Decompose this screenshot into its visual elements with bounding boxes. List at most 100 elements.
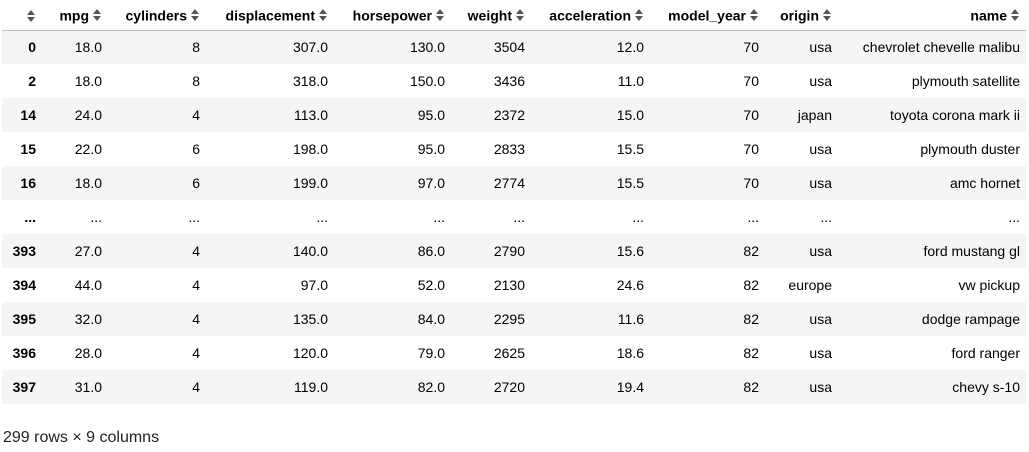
row-index: 2 xyxy=(28,73,36,89)
table-row: 394 44.0 4 97.0 52.0 2130 24.6 82 europe vw picku… xyxy=(2,268,1026,302)
table-cell: 24.6 xyxy=(616,277,644,293)
table-cell: 28.0 xyxy=(74,345,102,361)
table-cell: 84.0 xyxy=(417,311,445,327)
table-row: 14 24.0 4 113.0 95.0 2372 15.0 70 japan toyota co… xyxy=(2,98,1026,132)
sort-arrows-icon[interactable] xyxy=(191,9,200,22)
table-cell: ... xyxy=(90,209,102,225)
dataframe-table: mpg cylinders displacement horsepower we… xyxy=(2,0,1026,404)
sort-arrows-icon[interactable] xyxy=(27,10,36,23)
table-cell: 15.6 xyxy=(616,243,644,259)
column-header-model-year[interactable]: model_year xyxy=(650,0,765,31)
table-cell: 18.6 xyxy=(616,345,644,361)
sort-arrows-icon[interactable] xyxy=(635,9,644,22)
row-index: 0 xyxy=(28,39,36,56)
table-cell: 113.0 xyxy=(294,107,328,123)
table-row: .............................. xyxy=(2,200,1026,234)
table-cell: usa xyxy=(809,345,832,361)
index-header[interactable] xyxy=(2,0,42,31)
table-cell: 82 xyxy=(743,277,759,293)
table-cell: 82 xyxy=(743,345,759,361)
table-cell: 82 xyxy=(743,379,759,395)
table-cell: 95.0 xyxy=(417,107,445,123)
column-header-name[interactable]: name xyxy=(838,0,1026,31)
table-cell: 15.0 xyxy=(616,107,644,123)
table-cell: ... xyxy=(747,209,759,225)
table-cell: 4 xyxy=(192,243,200,259)
table-cell: usa xyxy=(809,175,832,191)
row-index: ... xyxy=(24,209,36,225)
table-cell: 70 xyxy=(743,141,759,157)
sort-arrows-icon[interactable] xyxy=(750,9,759,22)
table-cell: chevy s-10 xyxy=(952,379,1020,395)
column-header-label: origin xyxy=(780,7,819,24)
column-header-cylinders[interactable]: cylinders xyxy=(108,0,206,31)
table-header: mpg cylinders displacement horsepower we… xyxy=(2,0,1026,31)
table-cell: 150.0 xyxy=(409,73,445,89)
table-cell: 18.0 xyxy=(74,39,102,56)
table-cell: 70 xyxy=(743,39,759,56)
column-header-label: horsepower xyxy=(352,7,432,24)
table-cell: 3504 xyxy=(493,39,525,56)
row-index: 397 xyxy=(12,379,36,395)
table-cell: 44.0 xyxy=(74,277,102,293)
table-cell: 97.0 xyxy=(417,175,445,191)
table-cell: dodge rampage xyxy=(921,311,1020,327)
table-cell: 82 xyxy=(743,243,759,259)
table-cell: 32.0 xyxy=(74,311,102,327)
table-cell: chevrolet chevelle malibu xyxy=(862,39,1020,56)
column-header-horsepower[interactable]: horsepower xyxy=(334,0,451,31)
table-cell: 22.0 xyxy=(74,141,102,157)
sort-arrows-icon[interactable] xyxy=(1011,9,1020,22)
table-cell: 4 xyxy=(192,107,200,123)
table-cell: ford ranger xyxy=(951,345,1020,361)
table-cell: 307.0 xyxy=(292,39,328,56)
column-header-mpg[interactable]: mpg xyxy=(42,0,108,31)
table-cell: 11.6 xyxy=(617,311,644,327)
table-cell: 15.5 xyxy=(616,141,644,157)
table-cell: 31.0 xyxy=(74,379,102,395)
table-cell: ... xyxy=(1008,209,1020,225)
column-header-label: acceleration xyxy=(549,7,631,24)
table-cell: 70 xyxy=(743,107,759,123)
table-cell: japan xyxy=(797,107,832,123)
table-cell: 130.0 xyxy=(409,39,445,56)
table-body: 0 18.0 8 307.0 130.0 3504 12.0 70 usa chevrolet c… xyxy=(2,30,1026,404)
row-index: 393 xyxy=(12,243,36,259)
column-header-acceleration[interactable]: acceleration xyxy=(531,0,650,31)
table-cell: 27.0 xyxy=(74,243,102,259)
table-cell: 97.0 xyxy=(300,277,328,293)
column-header-displacement[interactable]: displacement xyxy=(206,0,334,31)
shape-summary: 299 rows × 9 columns xyxy=(3,429,160,446)
table-cell: 82.0 xyxy=(417,379,445,395)
table-cell: usa xyxy=(809,39,832,56)
table-cell: vw pickup xyxy=(958,277,1020,293)
table-cell: plymouth duster xyxy=(920,141,1020,157)
table-cell: 18.0 xyxy=(74,175,102,191)
column-header-weight[interactable]: weight xyxy=(451,0,531,31)
table-cell: 2130 xyxy=(493,277,525,293)
table-cell: ... xyxy=(513,209,525,225)
sort-arrows-icon[interactable] xyxy=(823,9,832,22)
column-header-origin[interactable]: origin xyxy=(765,0,838,31)
sort-arrows-icon[interactable] xyxy=(319,9,328,22)
table-cell: 2372 xyxy=(493,107,525,123)
sort-arrows-icon[interactable] xyxy=(93,9,102,22)
header-row: mpg cylinders displacement horsepower we… xyxy=(2,0,1026,31)
table-cell: 19.4 xyxy=(616,379,644,395)
table-cell: 2833 xyxy=(493,141,525,157)
table-cell: 2625 xyxy=(493,345,525,361)
sort-arrows-icon[interactable] xyxy=(436,9,445,22)
column-header-label: cylinders xyxy=(125,7,187,24)
table-cell: 135.0 xyxy=(292,311,328,327)
table-cell: ... xyxy=(820,209,832,225)
table-cell: 4 xyxy=(192,311,200,327)
table-cell: 4 xyxy=(192,345,200,361)
table-row: 397 31.0 4 119.0 82.0 2720 19.4 82 usa chevy s-10 xyxy=(2,370,1026,404)
row-index: 396 xyxy=(12,345,36,361)
table-cell: 199.0 xyxy=(292,175,328,191)
table-cell: 6 xyxy=(192,141,200,157)
sort-arrows-icon[interactable] xyxy=(516,9,525,22)
table-cell: ... xyxy=(188,209,200,225)
table-cell: 8 xyxy=(192,73,200,89)
